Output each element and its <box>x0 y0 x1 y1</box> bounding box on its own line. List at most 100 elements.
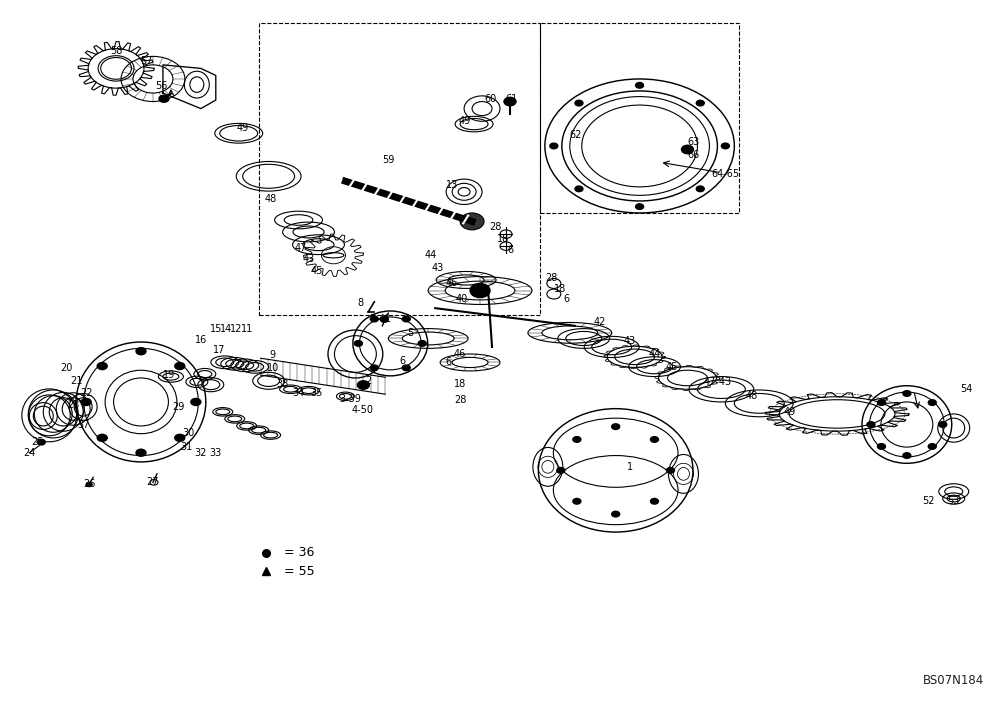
Text: 13: 13 <box>446 180 458 190</box>
Text: 38: 38 <box>276 379 289 389</box>
Text: 11: 11 <box>241 324 253 334</box>
Text: = 36: = 36 <box>284 547 314 559</box>
Circle shape <box>636 204 644 210</box>
Circle shape <box>159 95 169 102</box>
Circle shape <box>37 440 45 445</box>
Text: 28: 28 <box>454 395 466 405</box>
Text: 43: 43 <box>302 253 315 264</box>
Text: 17: 17 <box>213 346 225 355</box>
Text: 8: 8 <box>357 298 363 308</box>
Circle shape <box>575 186 583 192</box>
Text: 66: 66 <box>687 150 700 160</box>
Text: 4-50: 4-50 <box>351 406 373 416</box>
Circle shape <box>460 213 484 230</box>
Circle shape <box>867 422 875 428</box>
Text: 58: 58 <box>110 46 122 56</box>
Text: 3-39: 3-39 <box>339 394 361 404</box>
Text: 29: 29 <box>173 402 185 412</box>
Text: 45: 45 <box>310 266 323 276</box>
Circle shape <box>81 399 91 406</box>
Text: 60: 60 <box>484 93 496 103</box>
Text: 53: 53 <box>948 496 960 506</box>
Text: 45: 45 <box>665 362 678 372</box>
Circle shape <box>97 362 107 370</box>
Circle shape <box>557 467 565 473</box>
Text: 63: 63 <box>687 137 700 147</box>
Text: 19: 19 <box>163 370 175 380</box>
Text: 18: 18 <box>554 284 566 294</box>
Text: 43: 43 <box>624 336 636 346</box>
Text: 64-65: 64-65 <box>711 169 739 179</box>
Text: 6: 6 <box>564 294 570 304</box>
Circle shape <box>650 498 658 504</box>
Text: 49: 49 <box>237 123 249 133</box>
Circle shape <box>877 400 885 406</box>
Circle shape <box>575 101 583 106</box>
Circle shape <box>573 498 581 504</box>
Text: 6: 6 <box>445 358 451 367</box>
Circle shape <box>86 482 92 486</box>
Text: 59: 59 <box>382 155 394 165</box>
Text: 22: 22 <box>80 388 92 398</box>
Text: 52: 52 <box>923 496 935 506</box>
Circle shape <box>573 437 581 442</box>
Text: 2: 2 <box>365 376 371 386</box>
Text: BS07N184: BS07N184 <box>922 674 984 687</box>
Circle shape <box>418 341 426 346</box>
Text: 33: 33 <box>210 447 222 458</box>
Text: 46: 46 <box>454 349 466 359</box>
Text: 20: 20 <box>60 363 72 373</box>
Circle shape <box>903 452 911 458</box>
Circle shape <box>612 424 620 430</box>
Text: 6: 6 <box>399 356 405 366</box>
Bar <box>259 23 540 315</box>
Circle shape <box>402 316 410 322</box>
Circle shape <box>681 145 693 154</box>
Text: 37: 37 <box>77 420 89 430</box>
Circle shape <box>470 283 490 297</box>
Circle shape <box>175 434 185 441</box>
Text: 40: 40 <box>456 294 468 304</box>
Circle shape <box>136 348 146 355</box>
Text: 9: 9 <box>270 350 276 360</box>
Text: 54: 54 <box>961 384 973 394</box>
Text: 56: 56 <box>155 81 167 91</box>
Text: 6: 6 <box>507 245 513 255</box>
Text: 14: 14 <box>220 324 232 334</box>
Circle shape <box>721 143 729 149</box>
Text: 44: 44 <box>424 250 436 261</box>
Text: 30: 30 <box>183 428 195 438</box>
Text: 47: 47 <box>294 244 307 253</box>
Text: 62: 62 <box>570 130 582 140</box>
Text: 34: 34 <box>292 388 305 398</box>
Circle shape <box>696 101 704 106</box>
Text: 18: 18 <box>497 234 509 244</box>
Circle shape <box>903 391 911 396</box>
Text: 47-43: 47-43 <box>703 377 731 387</box>
Text: 27: 27 <box>147 477 159 487</box>
Circle shape <box>504 97 516 105</box>
Circle shape <box>877 444 885 450</box>
Circle shape <box>696 186 704 192</box>
Circle shape <box>928 400 936 406</box>
Circle shape <box>380 316 388 322</box>
Text: 25: 25 <box>31 437 44 447</box>
Circle shape <box>928 444 936 450</box>
Text: 49: 49 <box>783 407 795 417</box>
Bar <box>540 23 739 213</box>
Text: 35: 35 <box>310 388 323 398</box>
Circle shape <box>370 316 378 322</box>
Text: 24: 24 <box>23 447 35 458</box>
Circle shape <box>354 341 362 346</box>
Text: 31: 31 <box>181 442 193 452</box>
Circle shape <box>97 434 107 441</box>
Circle shape <box>175 362 185 370</box>
Circle shape <box>191 399 201 406</box>
Circle shape <box>370 365 378 371</box>
Text: 21: 21 <box>70 376 82 386</box>
Circle shape <box>402 365 410 371</box>
Circle shape <box>636 83 644 88</box>
Text: 12: 12 <box>230 324 242 334</box>
Text: 48: 48 <box>745 392 757 401</box>
Text: 16: 16 <box>195 335 207 345</box>
